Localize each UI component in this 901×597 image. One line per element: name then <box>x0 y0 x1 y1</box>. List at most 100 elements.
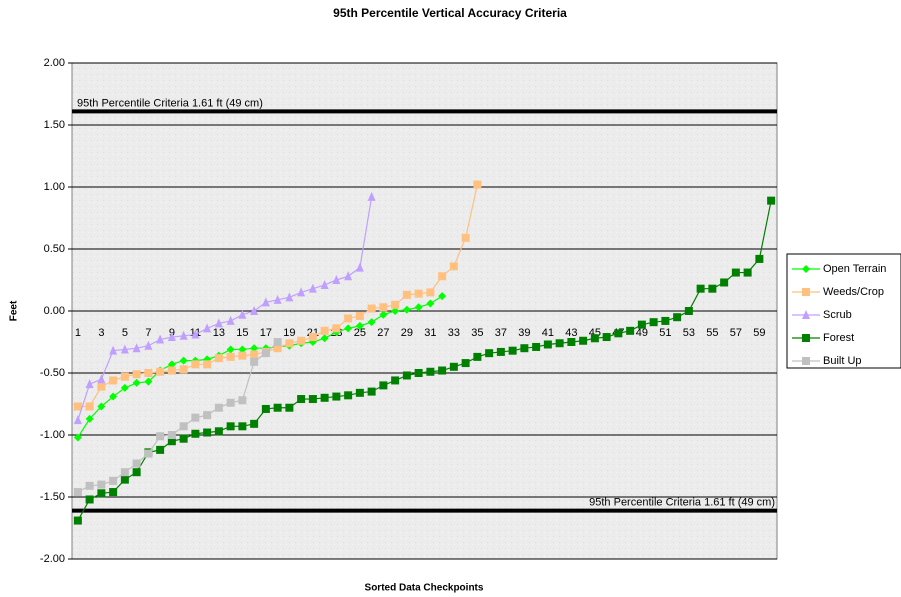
marker <box>355 262 364 272</box>
y-tick-label: 1.50 <box>44 119 65 131</box>
marker <box>802 357 810 365</box>
marker <box>461 233 470 242</box>
marker <box>167 366 176 375</box>
marker <box>308 395 317 404</box>
marker <box>379 381 388 390</box>
marker <box>438 272 447 281</box>
marker <box>238 351 247 360</box>
x-tick-label: 49 <box>636 327 648 339</box>
marker <box>109 376 118 385</box>
marker <box>167 431 176 439</box>
marker <box>226 315 235 325</box>
marker <box>402 371 411 380</box>
marker <box>285 339 294 348</box>
x-tick-label: 27 <box>377 327 389 339</box>
marker <box>332 324 341 333</box>
marker <box>250 350 259 359</box>
x-tick-label: 43 <box>565 327 577 339</box>
marker <box>144 340 153 350</box>
marker <box>238 396 247 405</box>
x-tick-label: 35 <box>471 327 483 339</box>
marker <box>85 379 94 389</box>
marker <box>367 191 376 201</box>
x-tick-label: 39 <box>518 327 530 339</box>
marker <box>379 310 388 319</box>
x-axis-title: Sorted Data Checkpoints <box>365 583 484 594</box>
marker <box>179 434 188 443</box>
marker <box>320 279 329 289</box>
x-tick-label: 33 <box>448 327 460 339</box>
marker <box>273 294 282 304</box>
marker <box>449 262 458 271</box>
marker <box>414 303 423 312</box>
x-tick-label: 51 <box>659 327 671 339</box>
marker <box>379 303 388 312</box>
marker <box>626 326 635 335</box>
marker <box>120 475 129 484</box>
marker <box>250 357 259 366</box>
marker <box>97 382 106 391</box>
marker <box>402 305 411 314</box>
marker <box>402 290 411 299</box>
marker <box>261 349 270 358</box>
marker <box>132 459 141 468</box>
marker <box>226 352 235 361</box>
marker <box>214 403 223 412</box>
marker <box>226 398 235 407</box>
marker <box>156 334 165 344</box>
marker <box>355 311 364 320</box>
marker <box>238 345 247 354</box>
marker <box>144 369 153 377</box>
x-tick-label: 7 <box>145 327 151 339</box>
marker <box>261 404 270 413</box>
marker <box>649 318 658 327</box>
marker <box>214 354 223 363</box>
marker <box>132 370 141 379</box>
marker <box>355 388 364 397</box>
marker <box>320 326 329 335</box>
marker <box>109 476 118 485</box>
marker <box>508 346 517 355</box>
marker <box>250 344 259 353</box>
marker <box>203 411 212 420</box>
y-tick-label: 2.00 <box>44 57 65 69</box>
marker <box>297 395 306 404</box>
marker <box>602 333 611 342</box>
reference-label: 95th Percentile Criteria 1.61 ft (49 cm) <box>589 497 775 509</box>
y-tick-label: 1.00 <box>44 181 65 193</box>
marker <box>755 254 764 263</box>
x-tick-label: 55 <box>706 327 718 339</box>
marker <box>144 377 153 386</box>
marker <box>214 427 223 436</box>
marker <box>226 345 235 354</box>
y-tick-label: -1.00 <box>40 429 65 441</box>
marker <box>438 366 447 375</box>
y-tick-label: 0.50 <box>44 243 65 255</box>
x-tick-label: 37 <box>495 327 507 339</box>
marker <box>156 367 165 376</box>
marker <box>273 344 282 353</box>
marker <box>203 360 212 369</box>
marker <box>367 387 376 396</box>
marker <box>73 402 82 411</box>
marker <box>320 393 329 402</box>
marker <box>520 344 529 353</box>
legend-label: Open Terrain <box>823 263 886 275</box>
marker <box>708 284 717 293</box>
x-tick-label: 15 <box>236 327 248 339</box>
x-tick-label: 1 <box>75 327 81 339</box>
x-tick-label: 57 <box>730 327 742 339</box>
marker <box>273 403 282 412</box>
marker <box>214 318 223 328</box>
marker <box>85 402 94 411</box>
marker <box>461 359 470 368</box>
marker <box>120 383 129 392</box>
y-tick-label: -1.50 <box>40 491 65 503</box>
marker <box>332 392 341 401</box>
marker <box>473 352 482 361</box>
marker <box>191 329 200 339</box>
x-tick-label: 17 <box>260 327 272 339</box>
y-tick-label: -2.00 <box>40 553 65 565</box>
marker <box>590 334 599 343</box>
marker <box>614 329 623 338</box>
